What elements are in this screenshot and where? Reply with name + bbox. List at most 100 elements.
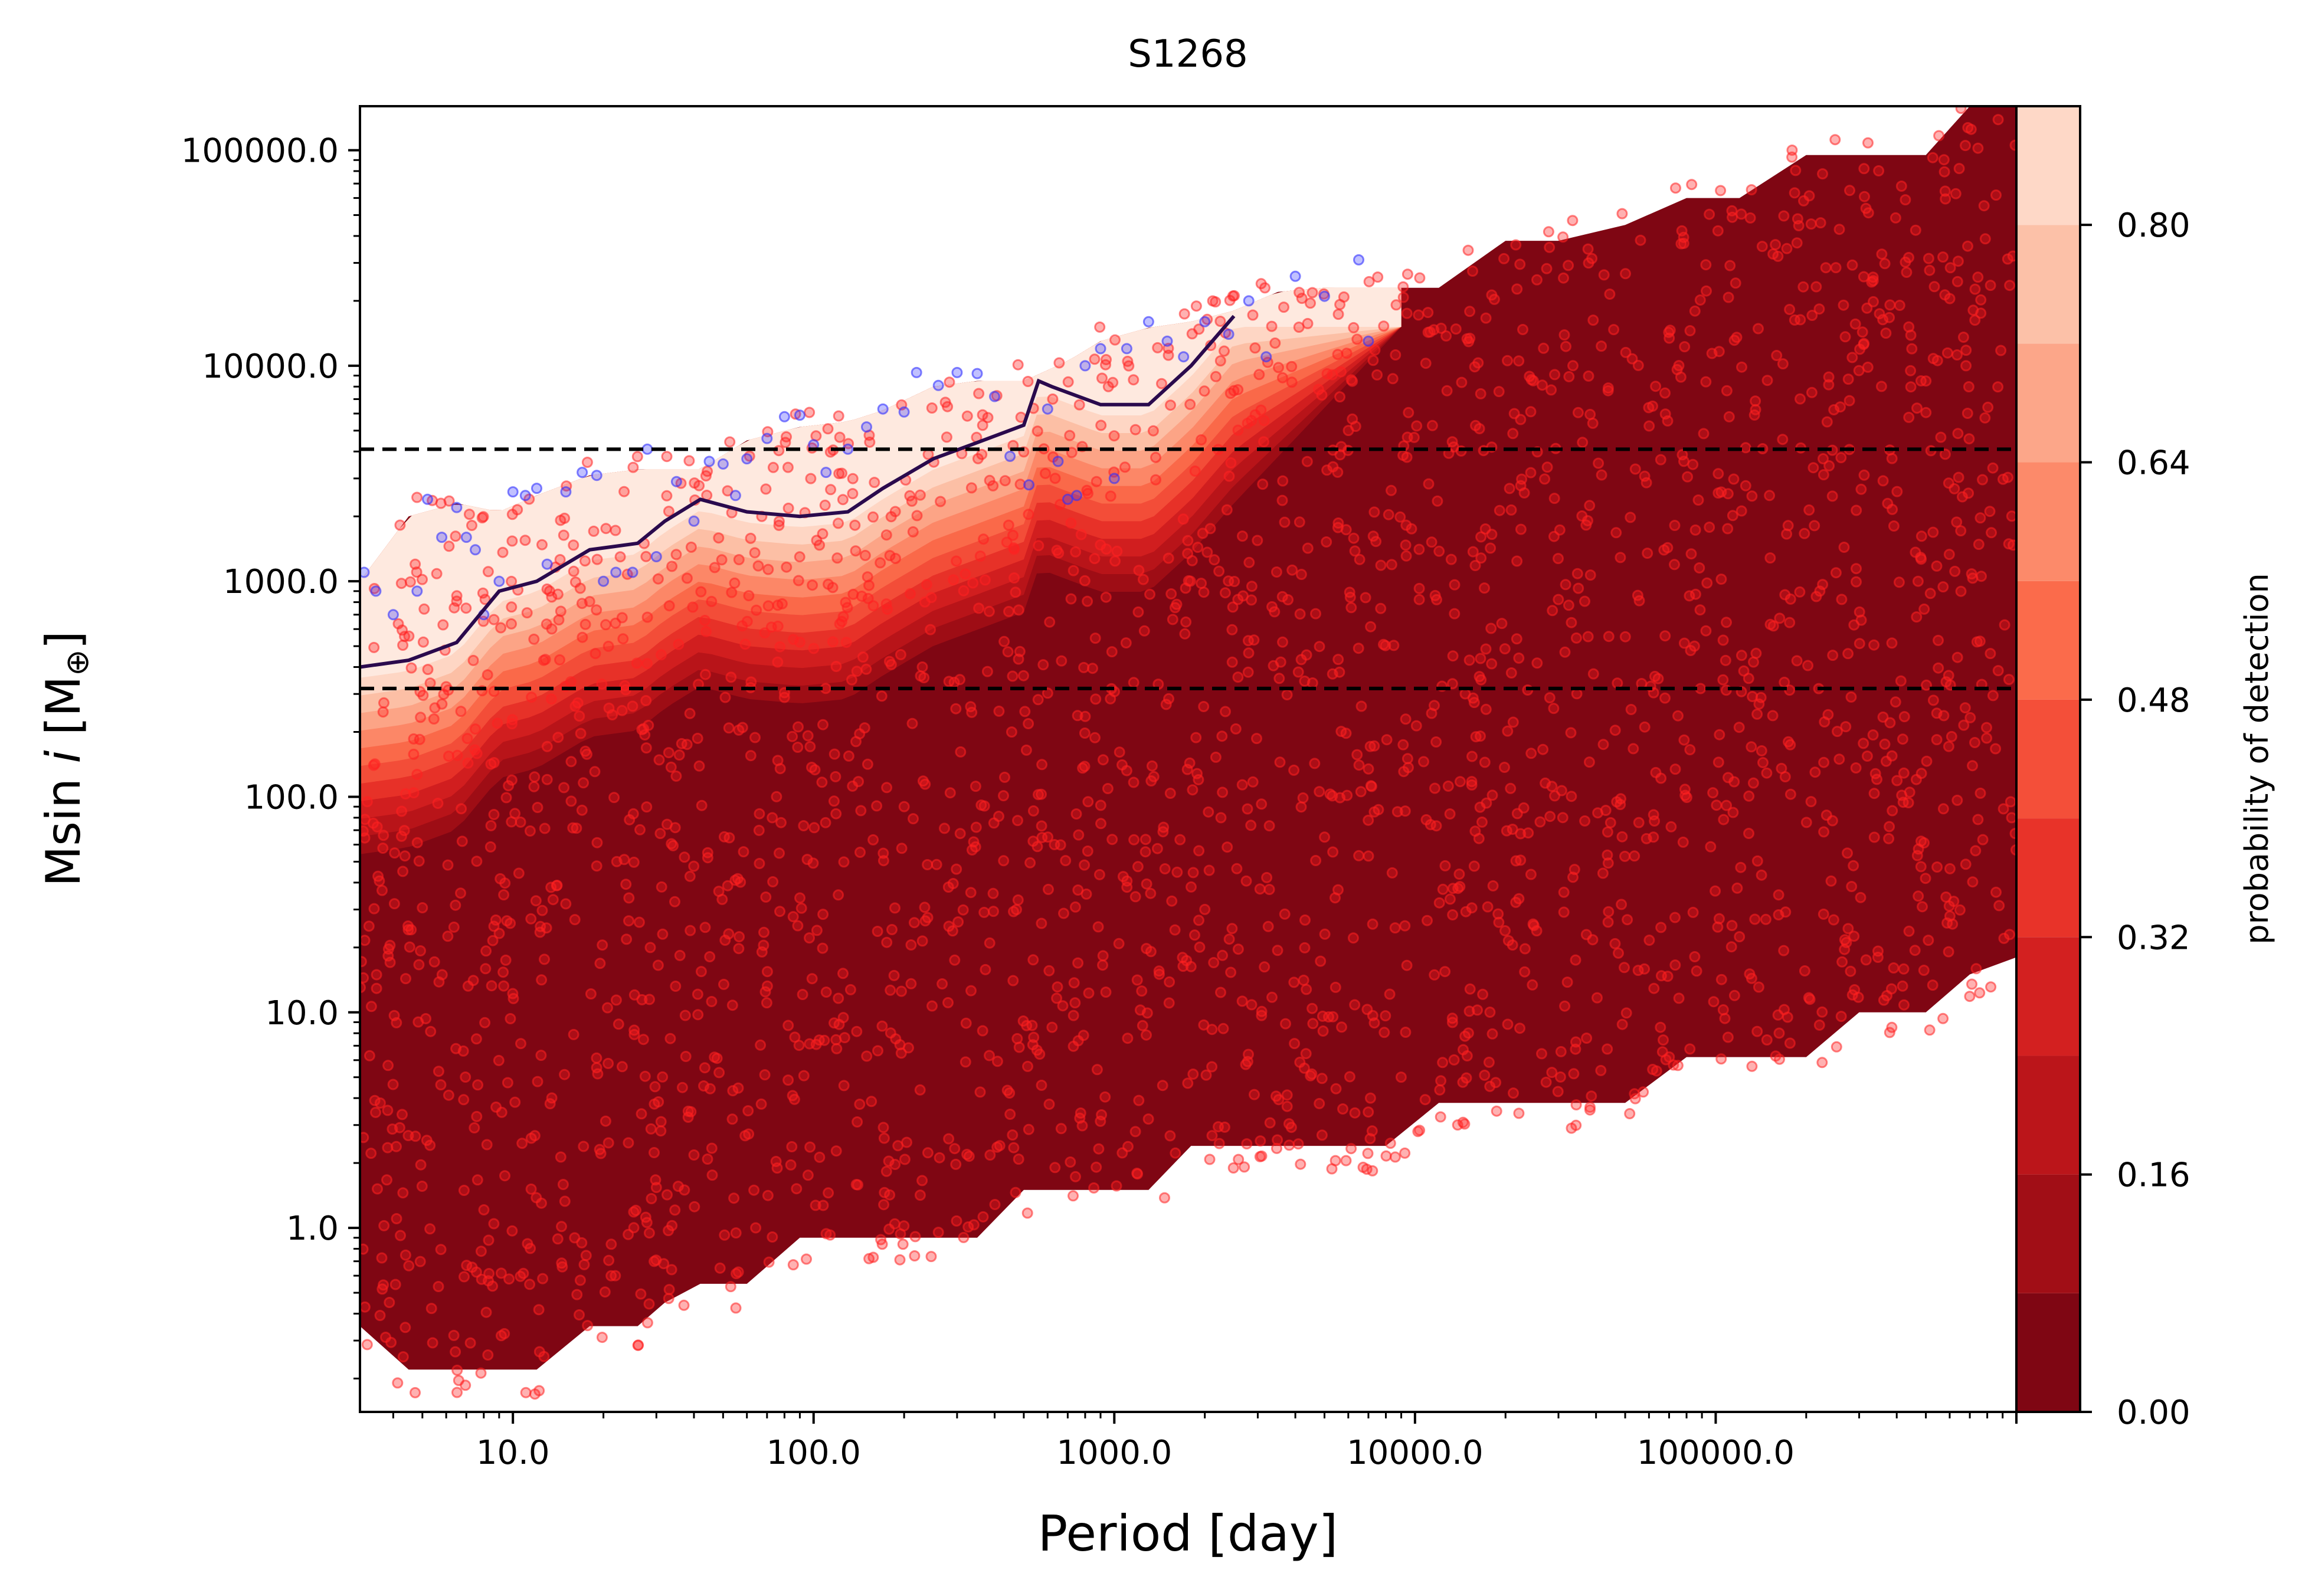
red-point [471, 1174, 483, 1186]
red-point [1726, 920, 1738, 932]
red-point [1850, 762, 1862, 774]
red-point [623, 915, 634, 927]
red-point [1468, 860, 1480, 872]
red-point [1810, 281, 1822, 293]
red-point [1818, 469, 1829, 481]
red-point [613, 1018, 624, 1030]
red-point [709, 562, 721, 573]
red-point [616, 704, 628, 716]
red-point [1055, 839, 1066, 851]
red-point [752, 560, 764, 572]
red-point [1480, 703, 1492, 715]
red-point [1232, 943, 1244, 955]
red-point [536, 974, 548, 986]
red-point [719, 1229, 731, 1241]
red-point [616, 1061, 628, 1073]
red-point [415, 1159, 427, 1171]
red-point [678, 1299, 690, 1311]
red-point [1609, 938, 1621, 949]
red-point [547, 894, 559, 906]
red-point [578, 1141, 590, 1152]
red-point [1931, 861, 1943, 873]
red-point [1082, 845, 1093, 857]
red-point [880, 529, 892, 541]
red-point [977, 409, 988, 421]
red-point [1740, 480, 1751, 491]
red-point [847, 780, 859, 792]
red-point [518, 1267, 529, 1279]
red-point [2007, 250, 2016, 262]
red-point [1583, 257, 1594, 269]
red-point [1582, 243, 1594, 255]
blue-point [820, 467, 832, 479]
red-point [536, 1197, 547, 1209]
red-point [1898, 767, 1910, 779]
red-point [488, 614, 500, 625]
red-point [1049, 473, 1061, 484]
red-point [817, 909, 829, 920]
red-point [639, 1070, 651, 1082]
red-point [396, 805, 408, 817]
red-point [830, 808, 842, 820]
red-point [1736, 361, 1747, 373]
red-point [1921, 755, 1933, 767]
red-point [1629, 463, 1641, 475]
red-point [591, 604, 602, 616]
red-point [521, 607, 533, 619]
red-point [388, 898, 400, 910]
red-point [1849, 318, 1861, 330]
red-point [1985, 280, 1996, 291]
red-point [649, 1081, 661, 1093]
red-point [732, 873, 744, 884]
red-point [1855, 483, 1867, 495]
red-point [774, 847, 785, 859]
red-point [1360, 592, 1371, 604]
red-point [839, 1032, 850, 1044]
red-point [919, 902, 931, 913]
red-point [859, 549, 871, 561]
red-point [1288, 764, 1300, 776]
red-point [1548, 530, 1560, 542]
red-point [506, 714, 518, 726]
red-point [1399, 920, 1411, 932]
red-point [591, 837, 603, 848]
red-point [1247, 776, 1259, 788]
red-point [1370, 536, 1382, 548]
red-point [1611, 796, 1623, 808]
red-point [1414, 272, 1426, 284]
red-point [1276, 372, 1288, 384]
red-point [1511, 808, 1523, 820]
red-point [1101, 354, 1112, 365]
red-point [1367, 530, 1379, 542]
blue-point [1199, 316, 1211, 327]
red-point [1083, 987, 1095, 999]
red-point [725, 1281, 736, 1293]
red-point [1891, 486, 1903, 497]
red-point [789, 1031, 801, 1043]
red-point [1894, 300, 1905, 311]
red-point [855, 805, 867, 817]
red-point [1208, 957, 1220, 968]
red-point [1300, 1048, 1312, 1060]
red-point [833, 410, 844, 422]
red-point [1558, 906, 1570, 918]
red-point [1820, 262, 1832, 274]
red-point [1689, 524, 1701, 536]
red-point [1781, 242, 1793, 254]
red-point [1842, 847, 1853, 859]
red-point [1835, 452, 1847, 464]
red-point [1779, 771, 1791, 782]
red-point [1062, 376, 1074, 388]
red-point [1397, 739, 1409, 751]
red-point [410, 1387, 421, 1398]
red-point [760, 483, 772, 495]
red-point [1462, 244, 1474, 256]
red-point [1861, 751, 1873, 762]
red-point [509, 1096, 521, 1108]
red-point [713, 532, 725, 544]
red-point [628, 1206, 640, 1218]
red-point [1216, 730, 1228, 742]
red-point [905, 978, 917, 989]
red-point [1962, 408, 1973, 419]
red-point [637, 1034, 649, 1046]
